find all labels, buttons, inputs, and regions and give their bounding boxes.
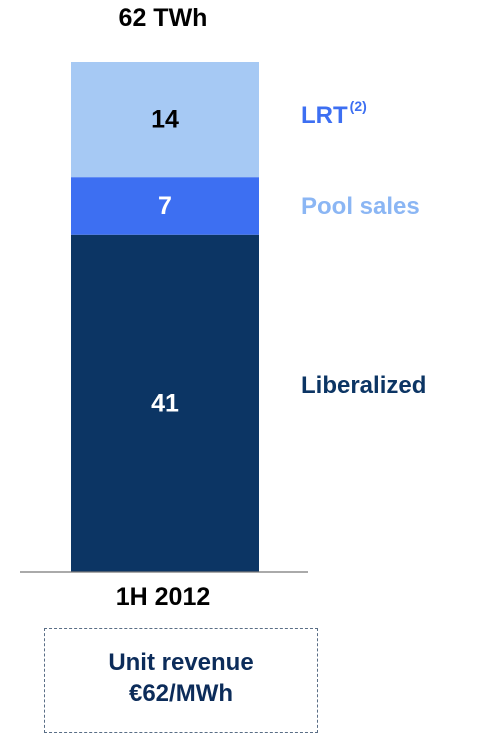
legend-lrt-text: LRT: [301, 102, 348, 129]
legend-label-lrt: LRT (2): [301, 98, 367, 130]
unit-revenue-value: €62/MWh: [128, 680, 233, 707]
unit-revenue-label: Unit revenue: [108, 649, 254, 676]
category-label-1h-2012: 1H 2012: [115, 583, 211, 611]
segment-value-labels: 41 7 14: [151, 106, 179, 418]
chart-title-total: 62 TWh: [118, 4, 208, 32]
bar-segment-lrt: [71, 62, 259, 178]
bar-segments: [71, 62, 259, 572]
legend-lrt-footnote: (2): [349, 98, 367, 114]
bar-segment-liberalized: [71, 234, 259, 572]
unit-revenue-box: Unit revenue €62/MWh: [44, 628, 318, 733]
value-label-pool-sales: 7: [158, 192, 172, 220]
legend-liberalized-text: Liberalized: [301, 372, 427, 399]
legend-label-pool-sales: Pool sales: [301, 193, 420, 221]
legend-pool-sales-text: Pool sales: [301, 193, 420, 220]
value-label-liberalized: 41: [151, 389, 179, 417]
bar-segment-pool-sales: [71, 177, 259, 235]
value-label-lrt: 14: [151, 106, 179, 134]
legend-label-liberalized: Liberalized: [301, 372, 426, 400]
